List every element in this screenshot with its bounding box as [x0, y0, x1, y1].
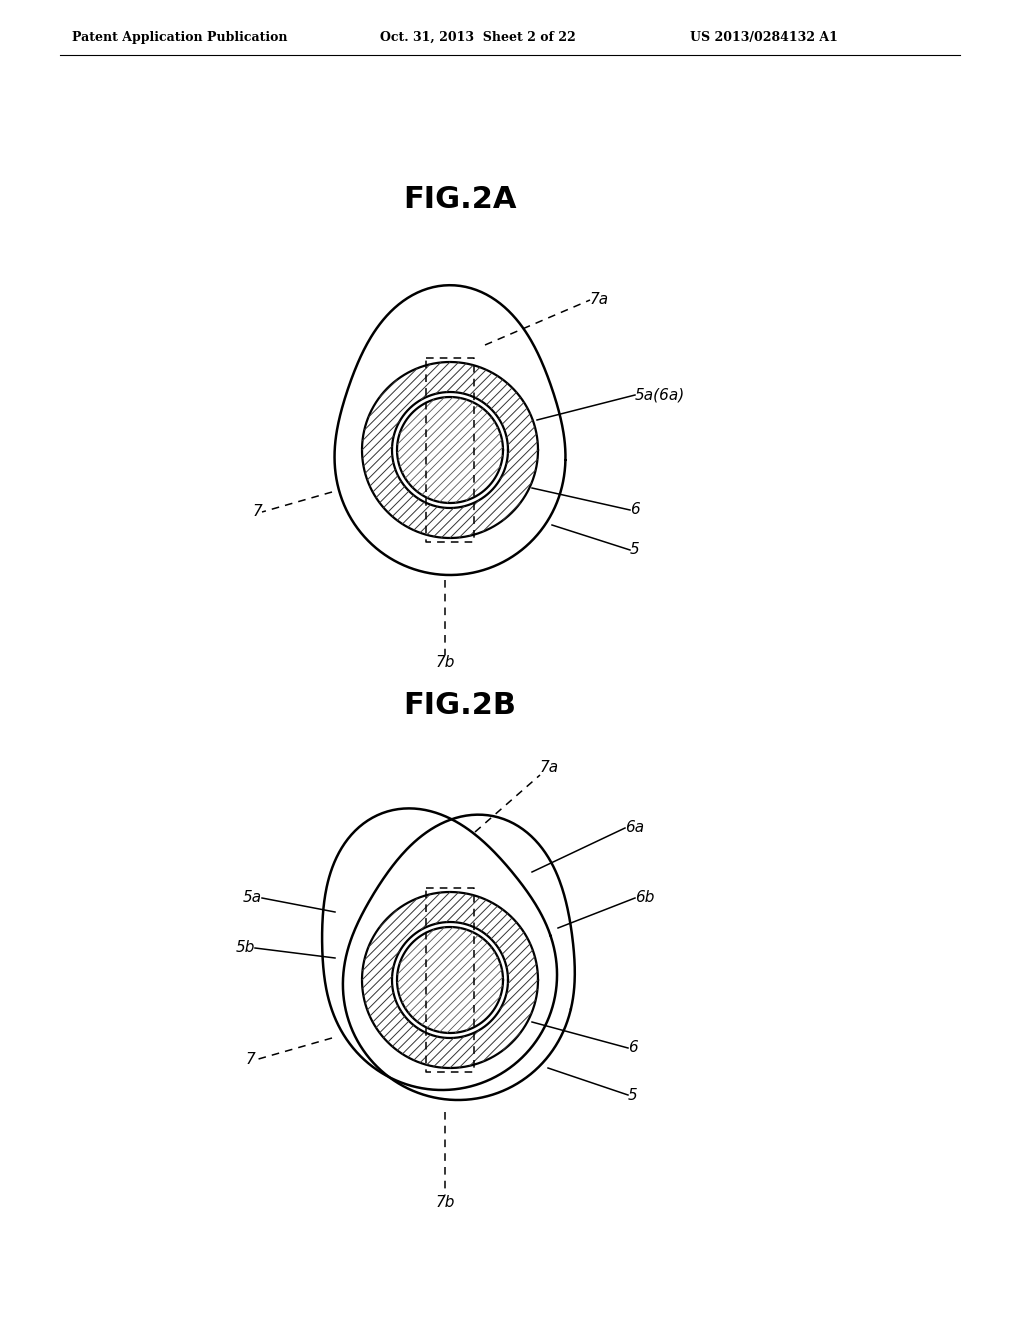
Text: US 2013/0284132 A1: US 2013/0284132 A1	[690, 30, 838, 44]
Text: 6: 6	[628, 1040, 638, 1056]
Text: 6: 6	[630, 503, 640, 517]
Text: 6a: 6a	[625, 821, 644, 836]
Text: 7b: 7b	[435, 655, 455, 671]
Text: Oct. 31, 2013  Sheet 2 of 22: Oct. 31, 2013 Sheet 2 of 22	[380, 30, 575, 44]
Text: 5b: 5b	[236, 940, 255, 956]
Text: 5a(6a): 5a(6a)	[635, 388, 685, 403]
Text: 5a: 5a	[243, 891, 262, 906]
Text: FIG.2B: FIG.2B	[403, 690, 516, 719]
Text: Patent Application Publication: Patent Application Publication	[72, 30, 288, 44]
Text: 7a: 7a	[540, 760, 559, 775]
Text: 7: 7	[252, 504, 262, 520]
Text: 7b: 7b	[435, 1195, 455, 1210]
Text: 5: 5	[630, 543, 640, 557]
Text: 5: 5	[628, 1088, 638, 1102]
Text: 7: 7	[246, 1052, 255, 1068]
Text: FIG.2A: FIG.2A	[403, 186, 517, 214]
Text: 7a: 7a	[590, 293, 609, 308]
Text: 6b: 6b	[635, 891, 654, 906]
